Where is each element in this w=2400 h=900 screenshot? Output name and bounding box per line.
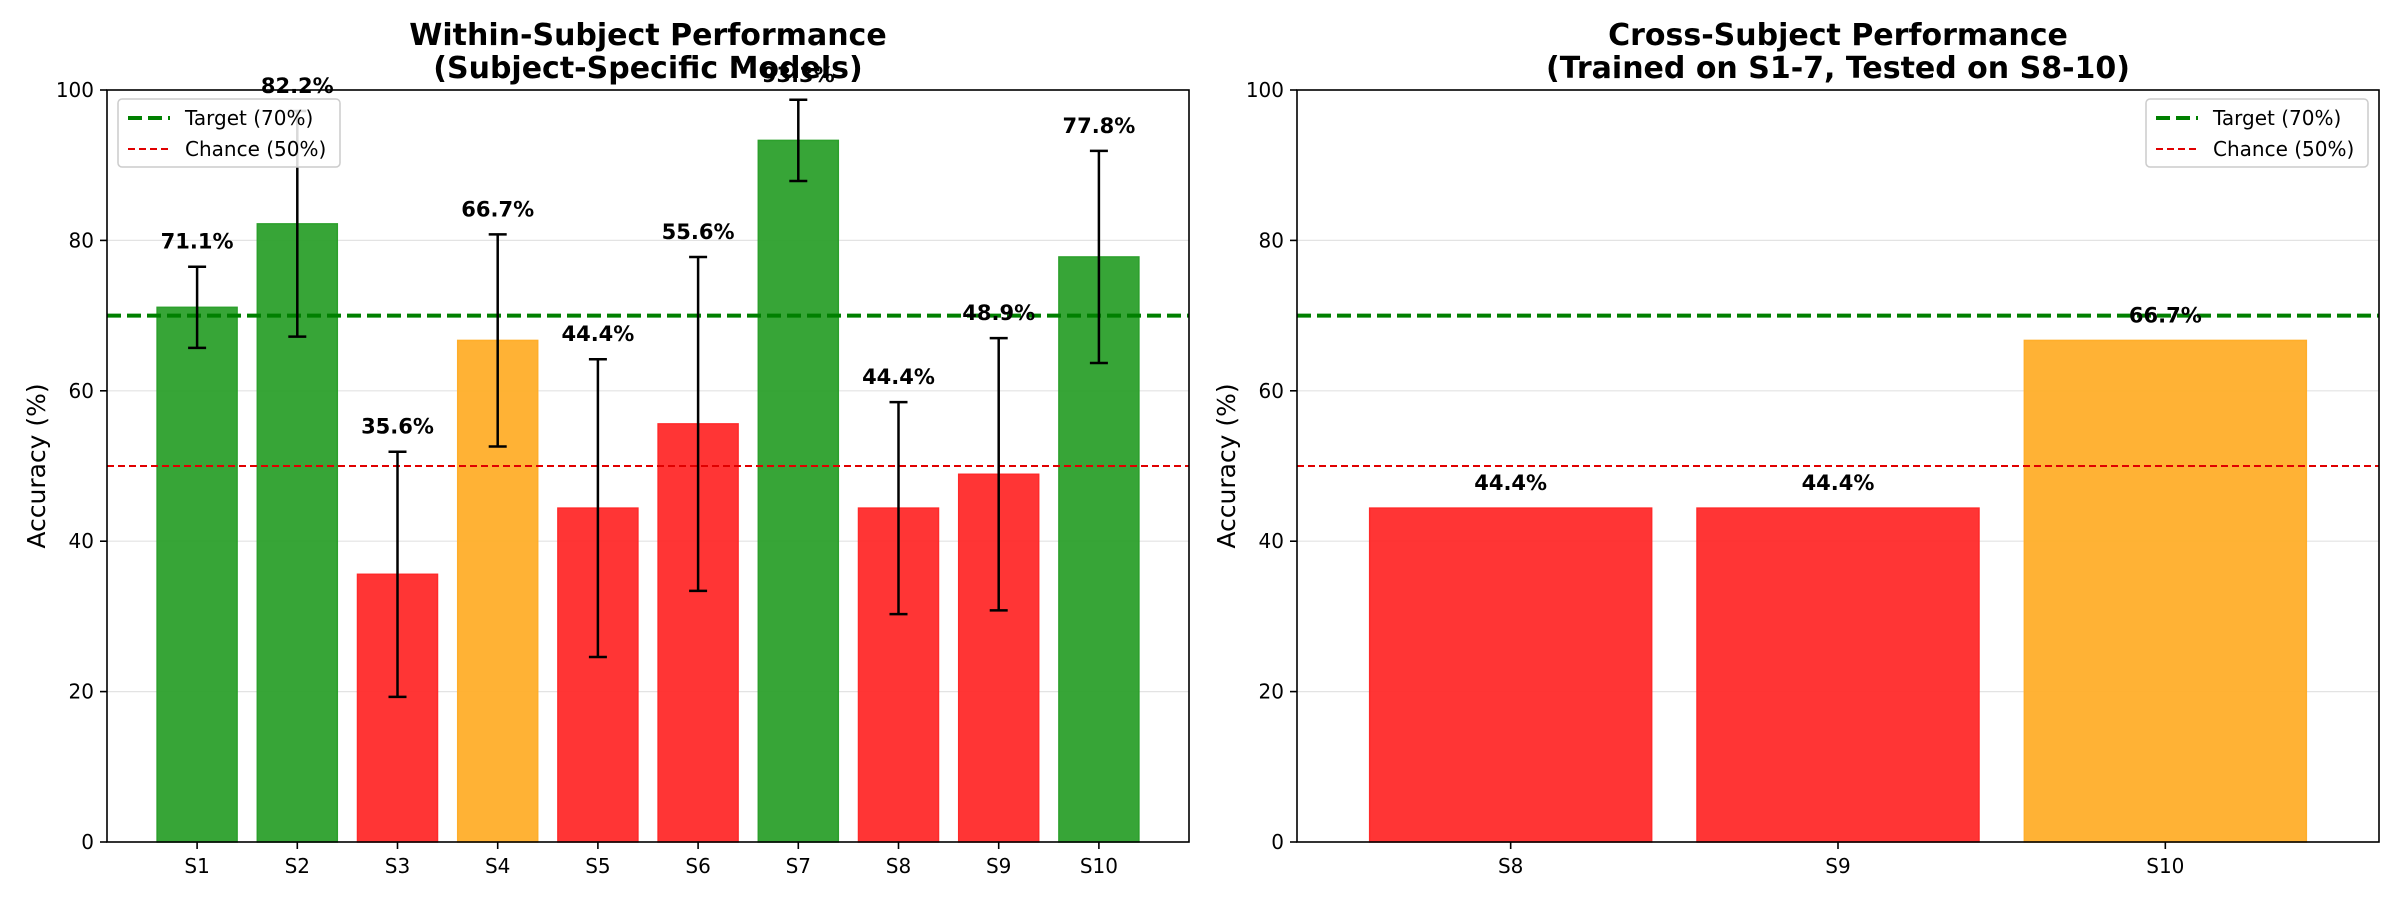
- bar-s9: [1696, 507, 1980, 843]
- y-tick-label: 100: [56, 78, 94, 102]
- data-label: 77.8%: [1062, 114, 1135, 138]
- data-label: 71.1%: [161, 230, 234, 254]
- x-tick-label: S8: [886, 854, 911, 878]
- y-axis-label: Accuracy (%): [1212, 383, 1241, 548]
- x-tick-label: S10: [1080, 854, 1118, 878]
- data-label: 48.9%: [962, 301, 1035, 325]
- x-tick-label: S5: [585, 854, 610, 878]
- data-label: 44.4%: [862, 365, 935, 389]
- plot-frame: [106, 89, 1190, 843]
- legend-box: [2145, 98, 2369, 168]
- legend-label: Chance (50%): [2213, 137, 2354, 161]
- data-label: 44.4%: [1802, 471, 1875, 495]
- data-label: 93.3%: [762, 63, 835, 87]
- data-label: 44.4%: [561, 322, 634, 346]
- x-tick-label: S3: [385, 854, 410, 878]
- y-tick-label: 80: [69, 228, 94, 252]
- x-tick-label: S1: [184, 854, 209, 878]
- bar-s10: [2023, 339, 2308, 843]
- y-tick-label: 40: [69, 529, 94, 553]
- bar-s7: [757, 139, 840, 843]
- x-tick-label: S2: [285, 854, 310, 878]
- x-tick-label: S4: [485, 854, 510, 878]
- y-tick-label: 60: [1259, 379, 1284, 403]
- legend: Target (70%) Chance (50%): [117, 98, 341, 168]
- data-label: 66.7%: [2129, 303, 2202, 327]
- chart-subtitle: (Subject-Specific Models): [433, 51, 862, 86]
- y-tick-label: 20: [69, 680, 94, 704]
- cross-subject-chart: 44.4% 44.4% 66.7% 0 20 40 60 80 100 S8 S9 S10 Accura…: [1212, 18, 2380, 878]
- legend: Target (70%) Chance (50%): [2145, 98, 2369, 168]
- y-tick-label: 20: [1259, 680, 1284, 704]
- x-tick-label: S7: [786, 854, 811, 878]
- chart-subtitle: (Trained on S1-7, Tested on S8-10): [1546, 51, 2130, 86]
- x-tick-label: S6: [685, 854, 710, 878]
- y-tick-label: 40: [1259, 529, 1284, 553]
- chart-title: Cross-Subject Performance: [1608, 18, 2068, 53]
- chart-title: Within-Subject Performance: [409, 18, 886, 53]
- data-label: 55.6%: [662, 220, 735, 244]
- legend-label: Chance (50%): [185, 137, 326, 161]
- y-tick-label: 0: [1271, 830, 1284, 854]
- y-tick-label: 80: [1259, 228, 1284, 252]
- bar-s1: [156, 306, 238, 843]
- data-label: 82.2%: [261, 74, 334, 98]
- within-subject-chart: 71.1% 82.2% 35.6% 66.7% 44.4% 55.6% 93.3% 44.4%…: [22, 18, 1190, 878]
- data-label: 35.6%: [361, 415, 434, 439]
- x-tick-label: S9: [986, 854, 1011, 878]
- legend-box: [117, 98, 341, 168]
- y-tick-label: 100: [1246, 78, 1284, 102]
- data-label: 66.7%: [461, 197, 534, 221]
- legend-label: Target (70%): [2212, 106, 2341, 130]
- legend-label: Target (70%): [184, 106, 313, 130]
- data-label: 44.4%: [1474, 471, 1547, 495]
- y-tick-label: 0: [81, 830, 94, 854]
- x-tick-label: S10: [2146, 854, 2184, 878]
- x-tick-label: S8: [1498, 854, 1523, 878]
- bar-s8: [1368, 507, 1653, 843]
- x-tick-label: S9: [1825, 854, 1850, 878]
- y-tick-label: 60: [69, 379, 94, 403]
- y-axis-label: Accuracy (%): [22, 383, 51, 548]
